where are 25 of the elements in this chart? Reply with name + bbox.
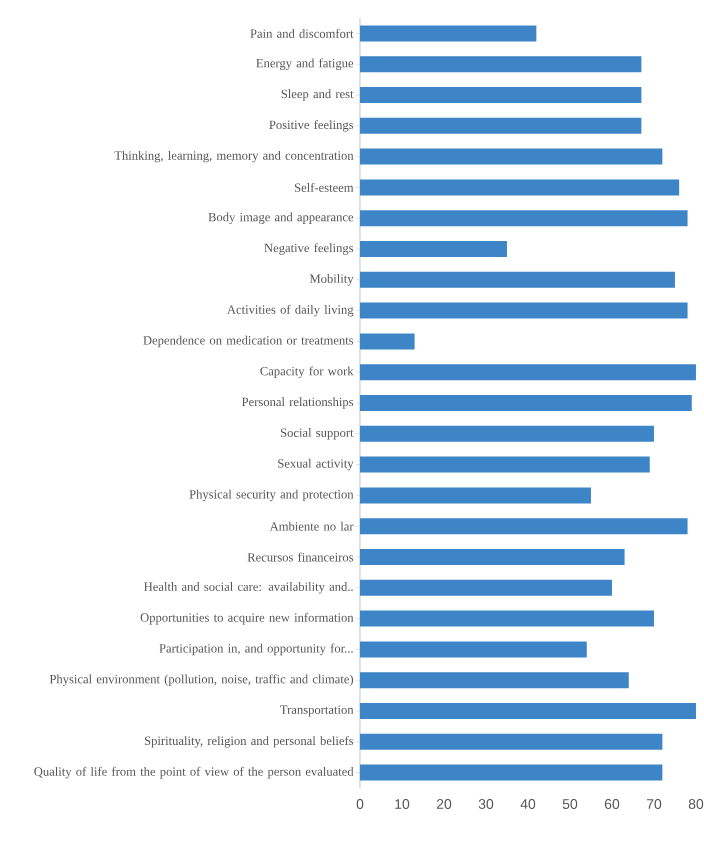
bar: [359, 579, 612, 596]
bar: [359, 302, 688, 319]
bar: [359, 672, 629, 689]
bar: [359, 641, 587, 658]
bar: [359, 764, 663, 781]
bar: [359, 179, 680, 196]
bar: [359, 271, 675, 288]
bar: [359, 148, 663, 165]
bar: [359, 117, 642, 134]
bar: [359, 364, 696, 381]
bar: [359, 25, 537, 42]
bar: [359, 610, 654, 627]
bar: [359, 518, 688, 535]
bar: [359, 210, 688, 227]
bar: [359, 549, 625, 566]
bar: [359, 425, 654, 442]
bar: [359, 395, 692, 412]
bar: [359, 456, 650, 473]
bar: [359, 56, 642, 73]
bar: [359, 487, 591, 504]
bar: [359, 87, 642, 104]
bar: [359, 333, 415, 350]
bar: [359, 703, 696, 719]
bar: [359, 733, 663, 750]
bar: [359, 241, 507, 258]
